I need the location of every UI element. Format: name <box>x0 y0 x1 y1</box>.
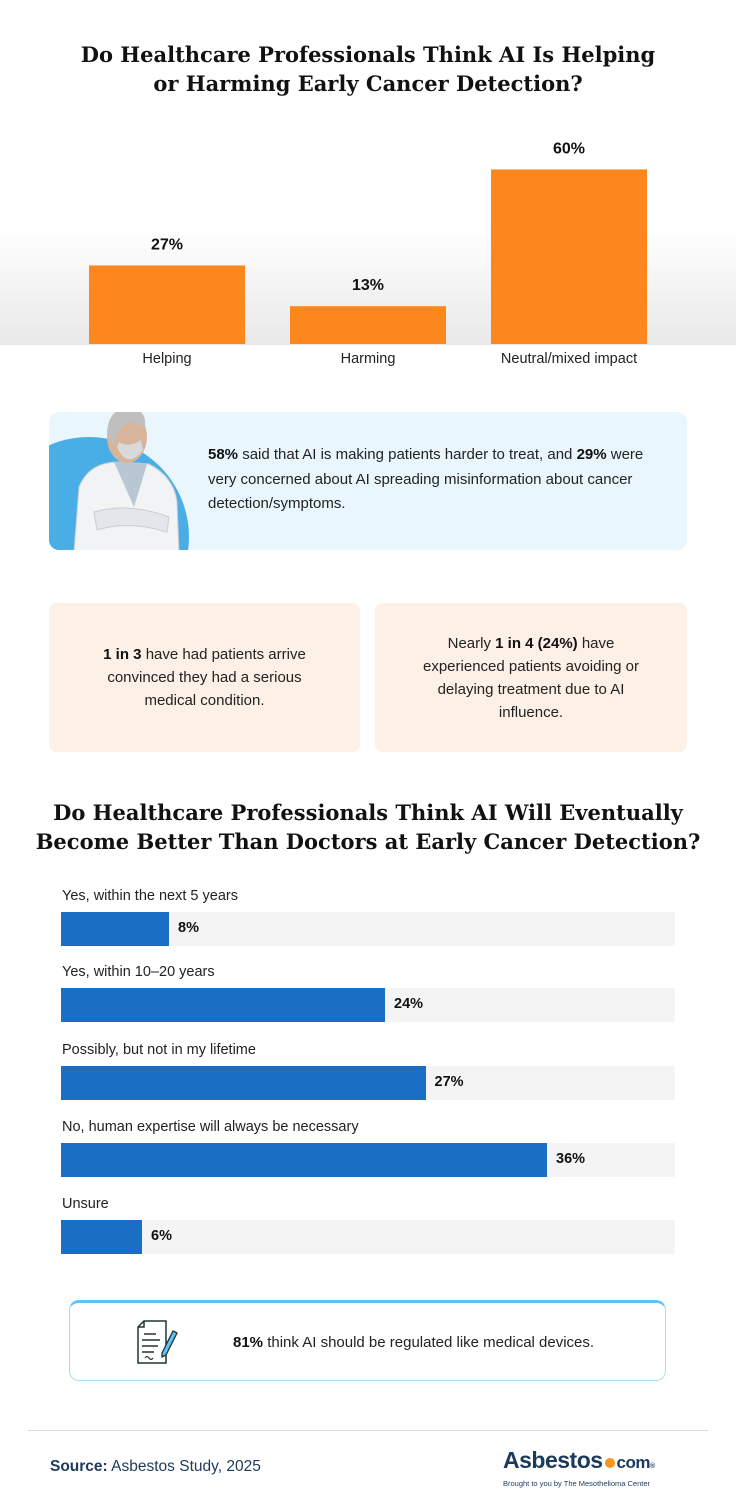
bar <box>61 1143 547 1177</box>
title-line: Do Healthcare Professionals Think AI Is … <box>80 42 656 67</box>
divider <box>28 1430 708 1431</box>
note-text: 81% think AI should be regulated like me… <box>233 1334 595 1351</box>
callout-box <box>49 412 687 550</box>
bar-label: Possibly, but not in my lifetime <box>62 1042 256 1058</box>
bar-label: Yes, within 10–20 years <box>62 964 215 980</box>
category-label: Neutral/mixed impact <box>501 351 637 367</box>
document-pen-icon <box>137 1320 178 1364</box>
data-label: 8% <box>178 920 199 936</box>
data-label: 6% <box>151 1228 172 1244</box>
chart-title-1: Do Healthcare Professionals Think AI Is … <box>0 40 736 98</box>
bar <box>61 988 385 1022</box>
chart-title-2: Do Healthcare Professionals Think AI Wil… <box>0 798 736 856</box>
bar-track: 27% <box>61 1066 675 1100</box>
bar-track: 36% <box>61 1143 675 1177</box>
stat-card-2: Nearly 1 in 4 (24%) have experienced pat… <box>375 603 687 752</box>
bar-label: Unsure <box>62 1196 109 1212</box>
callout-text: 58% said that AI is making patients hard… <box>208 446 644 512</box>
title-line: or Harming Early Cancer Detection? <box>153 71 583 96</box>
doctor-image <box>73 412 180 550</box>
source-text: Source: Asbestos Study, 2025 <box>50 1458 261 1475</box>
data-label: 27% <box>434 1074 464 1090</box>
bar-label: Yes, within the next 5 years <box>62 888 238 904</box>
data-label: 27% <box>151 236 183 253</box>
vertical-bar-chart: 27% Helping 13% Harming 60% Neutral/mixed imp… <box>89 140 647 367</box>
title-line: Do Healthcare Professionals Think AI Wil… <box>53 800 683 825</box>
bar-track: 24% <box>61 988 675 1022</box>
bar-track: 6% <box>61 1220 675 1254</box>
data-label: 36% <box>556 1151 586 1167</box>
bar <box>61 912 169 946</box>
bar <box>61 1066 426 1100</box>
data-label: 13% <box>352 277 384 294</box>
title-line: Become Better Than Doctors at Early Canc… <box>35 829 701 854</box>
data-label: 24% <box>394 996 424 1012</box>
bar-neutral-mixed-impact <box>491 169 647 344</box>
bar <box>61 1220 142 1254</box>
data-label: 60% <box>553 140 585 157</box>
note-box: 81% think AI should be regulated like me… <box>69 1300 666 1381</box>
category-label: Helping <box>142 351 191 367</box>
category-label: Harming <box>341 351 396 367</box>
bar-harming <box>290 306 446 344</box>
stat-card-1: 1 in 3 have had patients arrive convince… <box>49 603 360 752</box>
bar-track: 8% <box>61 912 675 946</box>
bar-helping <box>89 265 245 344</box>
asbestos-logo: Asbestos com® Brought to you by The Mesot… <box>503 1447 655 1488</box>
bar-label: No, human expertise will always be neces… <box>62 1119 359 1135</box>
